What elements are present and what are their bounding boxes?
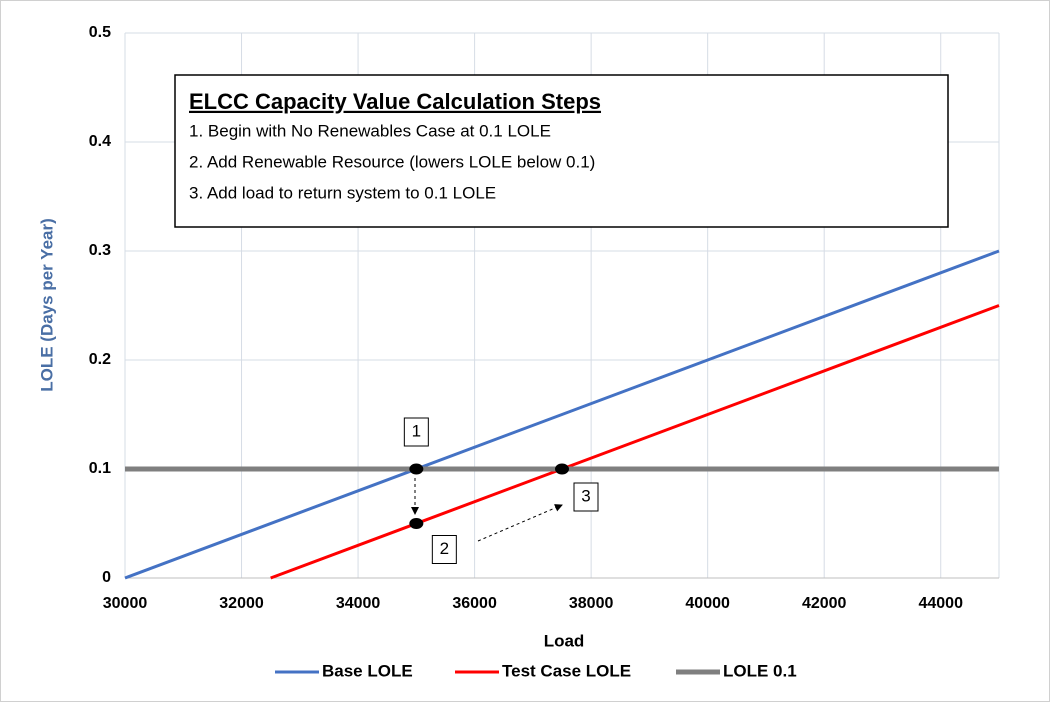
x-tick-label: 34000 bbox=[336, 595, 381, 612]
label-box bbox=[403, 417, 429, 447]
x-tick-label: 40000 bbox=[685, 595, 730, 612]
y-tick-label: 0.3 bbox=[89, 242, 111, 259]
x-tick-label: 30000 bbox=[103, 595, 148, 612]
label-box bbox=[573, 482, 599, 512]
annotation-title: ELCC Capacity Value Calculation Steps bbox=[189, 89, 601, 114]
y-tick-label: 0 bbox=[102, 569, 111, 586]
y-tick-label: 0.4 bbox=[89, 133, 111, 150]
legend-label: LOLE 0.1 bbox=[723, 661, 797, 680]
point bbox=[555, 463, 569, 475]
y-tick-label: 0.2 bbox=[89, 351, 111, 368]
annotation-line: 2. Add Renewable Resource (lowers LOLE b… bbox=[189, 152, 595, 171]
point bbox=[409, 518, 424, 529]
annotation-line: 1. Begin with No Renewables Case at 0.1 … bbox=[189, 121, 551, 140]
x-tick-label: 32000 bbox=[219, 595, 264, 612]
legend-label: Base LOLE bbox=[322, 661, 413, 680]
x-axis-title: Load bbox=[544, 631, 585, 650]
series-line bbox=[270, 304, 1000, 580]
x-tick-label: 42000 bbox=[802, 595, 847, 612]
y-tick-label: 0.1 bbox=[89, 460, 111, 477]
point-label: 2 bbox=[440, 539, 449, 558]
annotation-box bbox=[174, 74, 949, 228]
point-label: 1 bbox=[412, 421, 421, 440]
x-tick-label: 36000 bbox=[452, 595, 497, 612]
x-tick-label: 38000 bbox=[569, 595, 614, 612]
label-box bbox=[431, 535, 457, 564]
y-tick-label: 0.5 bbox=[89, 24, 111, 41]
annotation-line: 3. Add load to return system to 0.1 LOLE bbox=[189, 183, 496, 202]
y-axis-title: LOLE (Days per Year) bbox=[37, 218, 56, 392]
x-tick-label: 44000 bbox=[918, 595, 963, 612]
legend-label: Test Case LOLE bbox=[502, 661, 631, 680]
point bbox=[409, 463, 424, 475]
point-label: 3 bbox=[581, 486, 590, 505]
series-line bbox=[124, 249, 1000, 580]
